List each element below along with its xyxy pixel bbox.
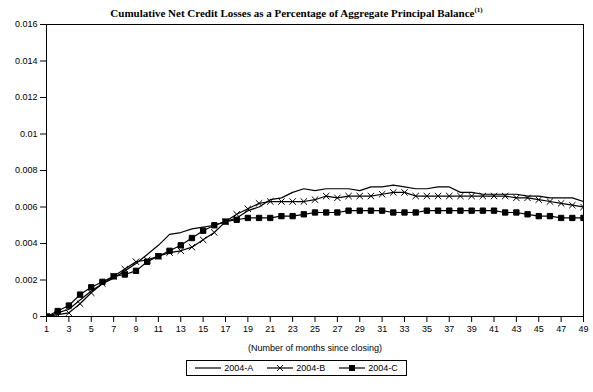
- svg-text:27: 27: [332, 324, 342, 334]
- html-text:2004-A: 2004-A: [224, 363, 254, 373]
- svg-text:45: 45: [534, 324, 544, 334]
- svg-text:47: 47: [556, 324, 566, 334]
- svg-text:(Number of months since closin: (Number of months since closing): [248, 343, 382, 353]
- svg-text:23: 23: [288, 324, 298, 334]
- html-text:2004-C: 2004-C: [368, 363, 398, 373]
- svg-text:25: 25: [310, 324, 320, 334]
- svg-text:13: 13: [176, 324, 186, 334]
- svg-text:0.008: 0.008: [15, 165, 38, 175]
- svg-text:9: 9: [133, 324, 138, 334]
- svg-text:0.004: 0.004: [15, 238, 38, 248]
- html-text:2004-B: 2004-B: [296, 363, 326, 373]
- svg-text:11: 11: [154, 324, 163, 334]
- svg-text:0: 0: [32, 311, 37, 321]
- svg-text:43: 43: [511, 324, 521, 334]
- svg-text:0.014: 0.014: [15, 56, 38, 66]
- svg-text:33: 33: [399, 324, 409, 334]
- svg-text:3: 3: [66, 324, 71, 334]
- svg-text:41: 41: [489, 324, 499, 334]
- svg-text:0.016: 0.016: [15, 19, 38, 29]
- svg-text:19: 19: [243, 324, 253, 334]
- svg-text:37: 37: [444, 324, 454, 334]
- svg-text:15: 15: [198, 324, 208, 334]
- svg-text:49: 49: [578, 324, 588, 334]
- svg-text:31: 31: [377, 324, 387, 334]
- svg-text:0.002: 0.002: [15, 275, 38, 285]
- svg-text:0.012: 0.012: [15, 92, 38, 102]
- svg-text:39: 39: [467, 324, 477, 334]
- svg-text:35: 35: [422, 324, 432, 334]
- svg-text:17: 17: [220, 324, 230, 334]
- svg-text:29: 29: [355, 324, 365, 334]
- svg-text:0.01: 0.01: [20, 129, 38, 139]
- svg-text:5: 5: [89, 324, 94, 334]
- svg-text:1: 1: [44, 324, 49, 334]
- svg-text:0.006: 0.006: [15, 202, 38, 212]
- html-text:Cumulative Net Credit Losses a: Cumulative Net Credit Losses as a Percen…: [110, 6, 483, 19]
- svg-text:7: 7: [111, 324, 116, 334]
- svg-text:21: 21: [265, 324, 275, 334]
